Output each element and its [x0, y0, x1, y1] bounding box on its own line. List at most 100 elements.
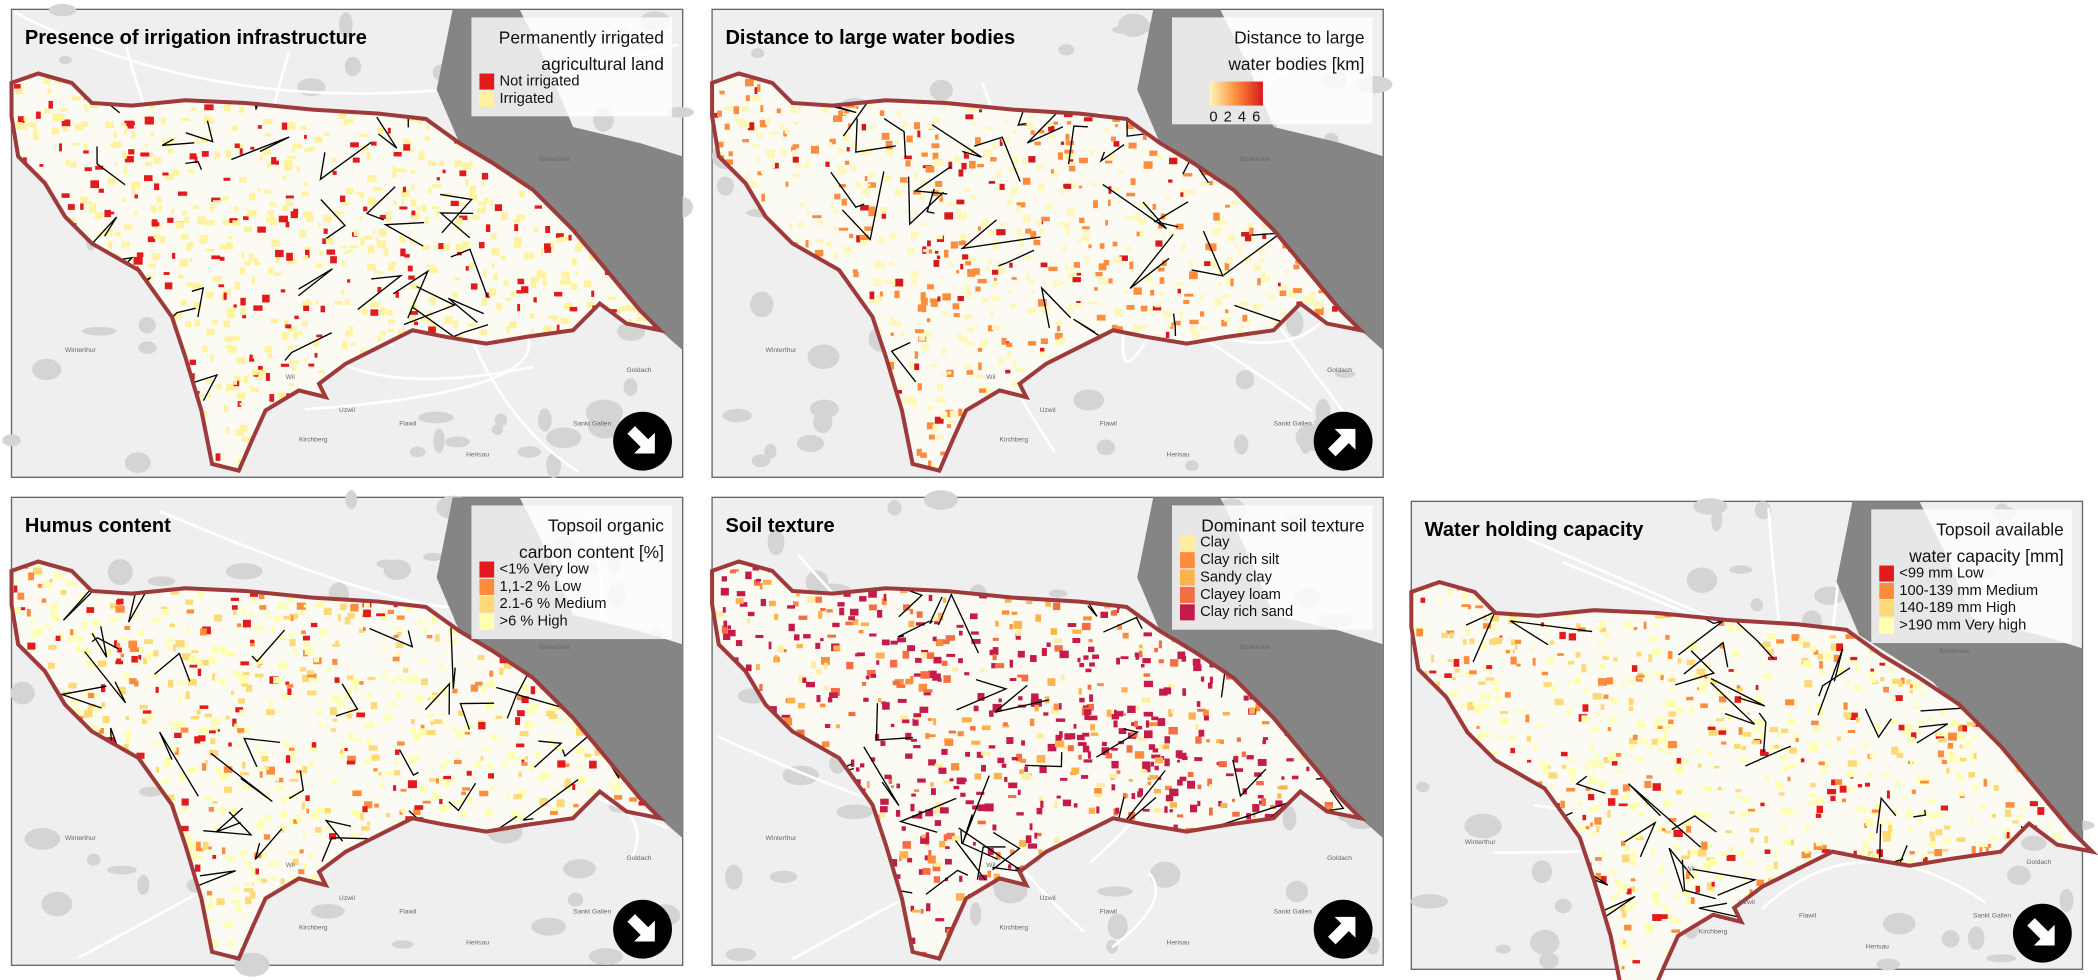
land-pixel — [200, 215, 205, 223]
land-pixel — [175, 221, 184, 229]
land-pixel — [916, 101, 920, 109]
legend-label: >6 % High — [500, 614, 568, 630]
land-pixel — [84, 710, 93, 718]
land-pixel — [431, 616, 437, 624]
land-pixel — [554, 706, 562, 710]
land-pixel — [1255, 703, 1261, 712]
land-pixel — [51, 610, 59, 617]
land-pixel — [528, 764, 534, 771]
land-pixel — [424, 216, 429, 224]
land-pixel — [330, 779, 338, 785]
municipality-boundary — [459, 702, 495, 730]
land-pixel — [1016, 227, 1023, 236]
settlement — [1058, 44, 1075, 56]
settlement — [666, 106, 694, 118]
municipality-boundary — [59, 685, 107, 709]
municipality-boundary — [448, 782, 477, 812]
land-pixel — [934, 158, 944, 166]
land-pixel — [810, 145, 819, 154]
land-pixel — [505, 792, 511, 798]
land-pixel — [411, 210, 416, 218]
land-pixel — [757, 84, 761, 92]
arrow-shape — [1328, 428, 1356, 457]
land-pixel — [224, 103, 231, 112]
land-pixel — [565, 275, 570, 280]
land-pixel — [1042, 281, 1048, 285]
land-pixel — [754, 87, 758, 94]
land-pixel — [402, 186, 406, 193]
land-pixel — [125, 737, 131, 746]
land-pixel — [481, 180, 485, 187]
land-pixel — [899, 331, 905, 337]
land-pixel — [1213, 212, 1220, 221]
land-pixel — [50, 603, 58, 611]
land-pixel — [1080, 775, 1089, 779]
land-pixel — [804, 160, 810, 169]
place-label: Flawil — [399, 909, 417, 916]
land-pixel — [288, 747, 295, 751]
land-pixel — [1001, 137, 1010, 143]
land-pixel — [335, 300, 343, 305]
land-pixel — [300, 125, 307, 131]
land-pixel — [967, 106, 976, 112]
land-pixel — [271, 625, 276, 633]
land-pixel — [784, 127, 790, 134]
land-pixel — [1005, 369, 1011, 374]
legend-label: <1% Very low — [500, 561, 590, 577]
map-panel: WinterthurWilUzwilFlawilKirchbergHerisau… — [710, 8, 1393, 478]
land-pixel — [946, 424, 952, 429]
land-pixel — [191, 650, 199, 653]
land-pixel — [936, 434, 945, 440]
land-pixel — [206, 328, 215, 335]
land-pixel — [204, 104, 214, 111]
land-pixel — [350, 832, 360, 838]
land-pixel — [30, 620, 34, 625]
land-pixel — [1035, 220, 1042, 225]
settlement — [1286, 309, 1304, 337]
land-pixel — [846, 147, 850, 152]
land-pixel — [129, 678, 137, 685]
land-pixel — [952, 303, 960, 310]
place-label: Goldach — [627, 855, 652, 862]
land-pixel — [290, 819, 298, 824]
land-pixel — [203, 115, 211, 124]
land-pixel — [540, 248, 544, 255]
place-label: Bodensee — [540, 644, 570, 651]
land-pixel — [1318, 290, 1324, 294]
land-pixel — [1006, 289, 1012, 293]
land-pixel — [218, 806, 227, 815]
land-pixel — [104, 228, 113, 236]
land-pixel — [345, 688, 352, 696]
land-pixel — [1218, 800, 1222, 807]
place-label: Uzwil — [1040, 407, 1056, 414]
land-pixel — [914, 363, 920, 371]
legend-tick: 4 — [1238, 110, 1246, 126]
land-pixel — [247, 209, 257, 217]
land-pixel — [364, 801, 373, 809]
land-pixel — [560, 318, 570, 325]
land-pixel — [84, 691, 92, 697]
land-pixel — [212, 854, 217, 859]
land-pixel — [715, 141, 724, 148]
municipality-boundary — [1026, 105, 1064, 144]
land-pixel — [349, 326, 353, 334]
land-pixel — [281, 332, 289, 340]
land-pixel — [1277, 793, 1282, 799]
land-pixel — [259, 771, 263, 778]
land-pixel — [198, 238, 208, 244]
land-pixel — [138, 654, 142, 660]
land-pixel — [177, 191, 188, 196]
land-pixel — [905, 209, 910, 214]
land-pixel — [1064, 149, 1074, 154]
land-pixel — [1257, 278, 1261, 286]
land-pixel — [960, 792, 966, 797]
land-pixel — [1143, 161, 1153, 169]
settlement — [764, 444, 777, 459]
land-pixel — [128, 149, 135, 155]
land-pixel — [144, 116, 154, 125]
land-pixel — [115, 162, 119, 166]
land-pixel — [46, 110, 51, 114]
land-pixel — [412, 675, 419, 683]
land-pixel — [1022, 157, 1027, 166]
